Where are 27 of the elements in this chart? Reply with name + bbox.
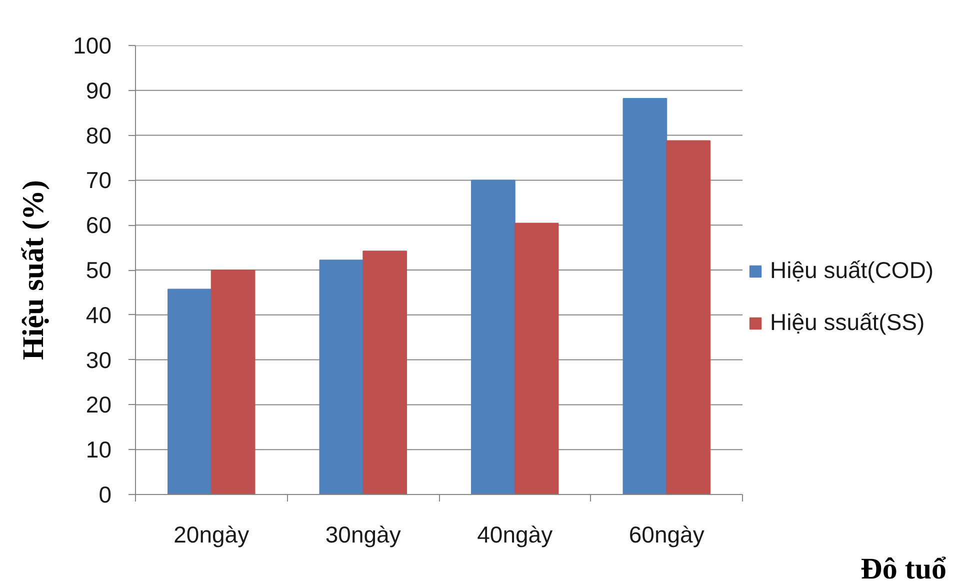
bar [471,180,516,494]
y-axis-title: Hiệu suất (%) [17,180,50,360]
x-tick-label: 40ngày [477,522,554,548]
y-tick-label: 100 [73,32,112,58]
x-tick-label: 20ngày [174,522,250,548]
legend-label: Hiệu suất(COD) [770,257,934,284]
bar [362,250,407,494]
bar [210,270,256,494]
y-tick-label: 60 [86,212,112,238]
bar [168,288,212,494]
y-tick-label: 70 [86,167,112,194]
bar [319,260,364,494]
x-tick-label: 30ngày [325,522,402,548]
y-tick-label: 20 [86,392,112,418]
y-tick-label: 90 [86,77,112,104]
y-tick-label: 50 [86,257,112,283]
y-tick-label: 80 [86,122,112,148]
y-tick-label: 40 [86,302,112,328]
x-tick-label: 60ngày [628,522,705,548]
y-tick-label: 10 [86,436,112,463]
bar [514,222,559,494]
bar [666,140,710,494]
y-tick-label: 0 [98,482,112,508]
bar [622,98,668,494]
x-axis-title: Đô tuổ [860,552,947,585]
y-tick-label: 30 [86,346,112,373]
legend-label: Hiệu ssuất(SS) [770,309,925,336]
